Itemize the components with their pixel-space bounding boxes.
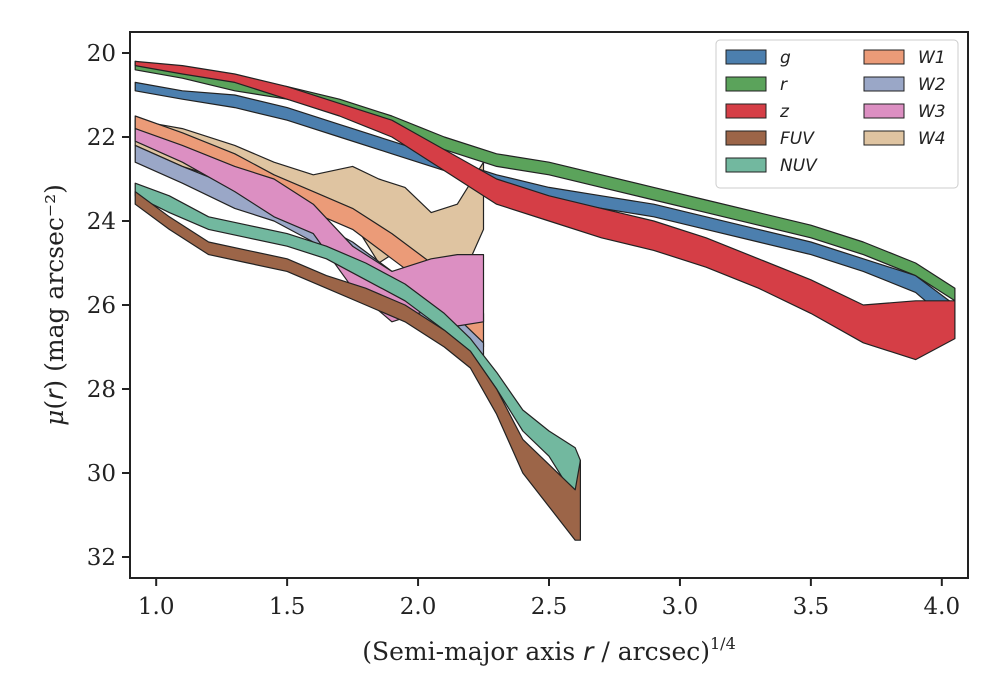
legend-swatch-w4 bbox=[863, 130, 905, 146]
x-tick-label: 1.0 bbox=[138, 594, 175, 620]
series-layer bbox=[134, 60, 956, 541]
legend-label-g: g bbox=[780, 48, 791, 68]
legend-swatch-g bbox=[725, 49, 767, 65]
legend-swatch-z bbox=[725, 103, 767, 119]
series-band-nuv bbox=[134, 182, 581, 533]
legend-swatch-w3 bbox=[863, 103, 905, 119]
series-band-z bbox=[134, 60, 956, 361]
x-tick-label: 3.5 bbox=[793, 594, 830, 620]
legend-label-z: z bbox=[779, 102, 790, 122]
x-tick-label: 4.0 bbox=[924, 594, 961, 620]
y-tick-label: 30 bbox=[87, 461, 116, 487]
legend-label-w2: W2 bbox=[918, 75, 946, 95]
x-axis: 1.0 1.5 2.0 2.5 3.0 3.5 4.0 bbox=[138, 578, 960, 620]
y-tick-label: 26 bbox=[87, 293, 116, 319]
series-band-w3 bbox=[134, 128, 485, 327]
series-band-fuv bbox=[134, 191, 581, 541]
y-axis-title: μ(r) (mag arcsec⁻²) bbox=[40, 184, 69, 426]
x-axis-title: (Semi-major axis r / arcsec)1/4 bbox=[362, 634, 736, 666]
x-tick-label: 2.5 bbox=[531, 594, 568, 620]
x-tick-label: 1.5 bbox=[269, 594, 306, 620]
x-tick-label: 2.0 bbox=[400, 594, 437, 620]
legend: grz FUV NUV W1 W2 W3 W4 bbox=[715, 39, 959, 189]
legend-swatch-w1 bbox=[863, 49, 905, 65]
legend-label-r: r bbox=[780, 75, 788, 95]
legend-label-fuv: FUV bbox=[780, 129, 815, 149]
legend-swatch-w2 bbox=[863, 76, 905, 92]
legend-label-w4: W4 bbox=[918, 129, 946, 149]
y-tick-label: 32 bbox=[87, 545, 116, 571]
y-axis: 20 22 24 26 28 30 32 bbox=[87, 41, 130, 571]
y-tick-label: 20 bbox=[87, 41, 116, 67]
y-tick-label: 22 bbox=[87, 125, 116, 151]
legend-label-w3: W3 bbox=[918, 102, 946, 122]
legend-label-w1: W1 bbox=[918, 48, 946, 68]
legend-swatch-fuv bbox=[725, 130, 767, 146]
y-tick-label: 28 bbox=[87, 377, 116, 403]
legend-swatch-r bbox=[725, 76, 767, 92]
legend-swatch-nuv bbox=[725, 157, 767, 173]
x-tick-label: 3.0 bbox=[662, 594, 699, 620]
y-tick-label: 24 bbox=[87, 209, 116, 235]
legend-label-nuv: NUV bbox=[780, 156, 818, 176]
